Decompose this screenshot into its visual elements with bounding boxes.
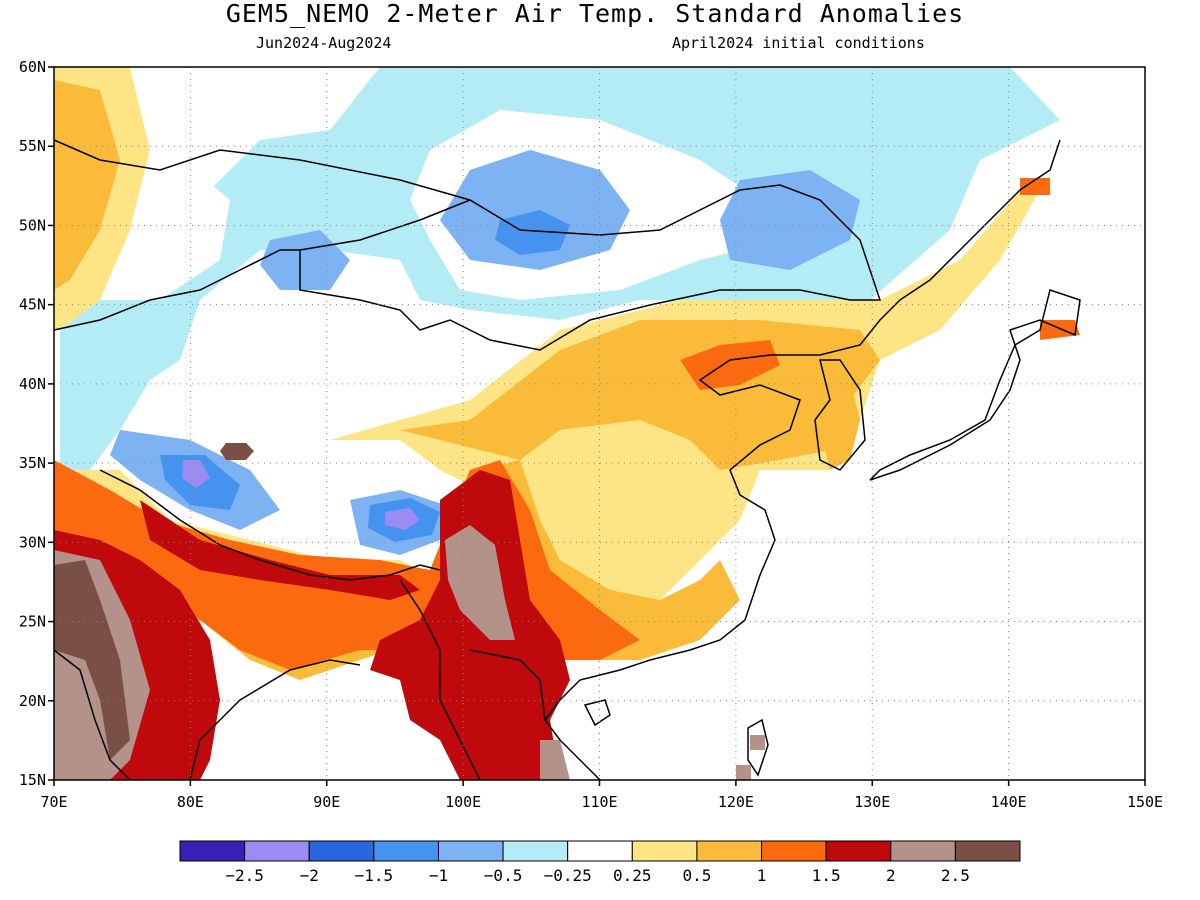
colorbar-swatch: [437, 840, 504, 862]
colorbar-label: 2.5: [941, 866, 970, 885]
border-himalaya: [99, 469, 441, 581]
colorbar-swatch: [890, 840, 956, 862]
latitude-axis: 60N 55N 50N 45N 40N 35N 30N 25N 20N 15N: [19, 58, 54, 789]
coastline-hainan: [583, 699, 611, 727]
colorbar-label: −1: [429, 866, 448, 885]
anomaly-region-dark-brown: [54, 560, 130, 760]
y-tick-label: 15N: [19, 771, 46, 789]
y-tick-label: 35N: [19, 454, 46, 472]
anomaly-region-purple-kunlun: [182, 460, 210, 488]
map-grid: [54, 67, 1145, 780]
colorbar-label: −2.5: [225, 866, 264, 885]
colorbar-swatch: [308, 840, 375, 862]
coastline-korea: [814, 359, 866, 471]
coastline-taiwan: [747, 718, 769, 777]
x-tick-label: 90E: [313, 793, 340, 811]
colorbar-label: −1.5: [355, 866, 394, 885]
coastline-south-china: [544, 619, 746, 780]
border-russia: [54, 139, 471, 201]
border-southeast-asia: [399, 579, 546, 780]
colorbar-label: −2: [300, 866, 319, 885]
border-kazakhstan: [54, 249, 300, 331]
longitude-axis: 70E 80E 90E 100E 110E 120E 130E 140E 150E: [40, 780, 1163, 811]
initial-conditions: April2024 initial conditions: [672, 34, 925, 52]
coastline-china-east: [698, 139, 1061, 621]
coastline-japan: [869, 289, 1081, 481]
x-tick-label: 70E: [40, 793, 67, 811]
colorbar-label: 0.25: [613, 866, 652, 885]
anomaly-fields: [54, 67, 1080, 780]
anomaly-region-neutral-tarim: [210, 290, 420, 440]
colorbar-swatch: [502, 840, 569, 862]
anomaly-region-taupe-cell: [220, 443, 254, 460]
x-tick-label: 110E: [581, 793, 617, 811]
y-tick-label: 55N: [19, 137, 46, 155]
x-tick-label: 130E: [854, 793, 890, 811]
y-tick-label: 20N: [19, 692, 46, 710]
border-china-mongolia: [299, 184, 882, 351]
anomaly-region-deep-blue-baikal: [495, 210, 570, 255]
colorbar-swatch: [373, 840, 439, 862]
x-tick-label: 100E: [445, 793, 481, 811]
colorbar-label: 1.5: [812, 866, 841, 885]
anomaly-region-blue-baikal: [440, 150, 630, 270]
colorbar-swatch: [567, 840, 633, 862]
colorbar-swatch: [825, 840, 892, 862]
colorbar-label: 0.5: [682, 866, 711, 885]
forecast-period: Jun2024-Aug2024: [256, 34, 392, 52]
y-tick-label: 50N: [19, 216, 46, 234]
anomaly-region-blue-amur: [720, 170, 860, 270]
colorbar-swatch: [954, 840, 1021, 862]
colorbar-label: −0.25: [544, 866, 592, 885]
y-tick-label: 45N: [19, 296, 46, 314]
y-tick-label: 40N: [19, 375, 46, 393]
colorbar-label: 1: [757, 866, 767, 885]
x-tick-label: 140E: [991, 793, 1027, 811]
colorbar-swatch: [631, 840, 698, 862]
colorbar-swatch: [696, 840, 763, 862]
x-tick-label: 150E: [1127, 793, 1163, 811]
x-tick-label: 80E: [177, 793, 204, 811]
colorbar-swatch: [761, 840, 827, 862]
colorbar-label: 2: [886, 866, 896, 885]
anomaly-region-taupe: [54, 525, 765, 780]
y-tick-label: 30N: [19, 533, 46, 551]
y-tick-label: 60N: [19, 58, 46, 76]
colorbar-swatch: [179, 840, 246, 862]
colorbar: −2.5 −2 −1.5 −1 −0.5 −0.25 0.25 0.5 1 1.5 2 2.5: [179, 840, 1021, 885]
chart-title: GEM5_NEMO 2-Meter Air Temp. Standard Ano…: [225, 0, 965, 28]
x-tick-label: 120E: [718, 793, 754, 811]
coastline-india: [54, 649, 361, 780]
y-tick-label: 25N: [19, 613, 46, 631]
colorbar-swatch: [244, 840, 310, 862]
anomaly-region-purple-tibet: [385, 508, 420, 530]
coastlines: [54, 139, 1081, 780]
colorbar-label: −0.5: [484, 866, 523, 885]
